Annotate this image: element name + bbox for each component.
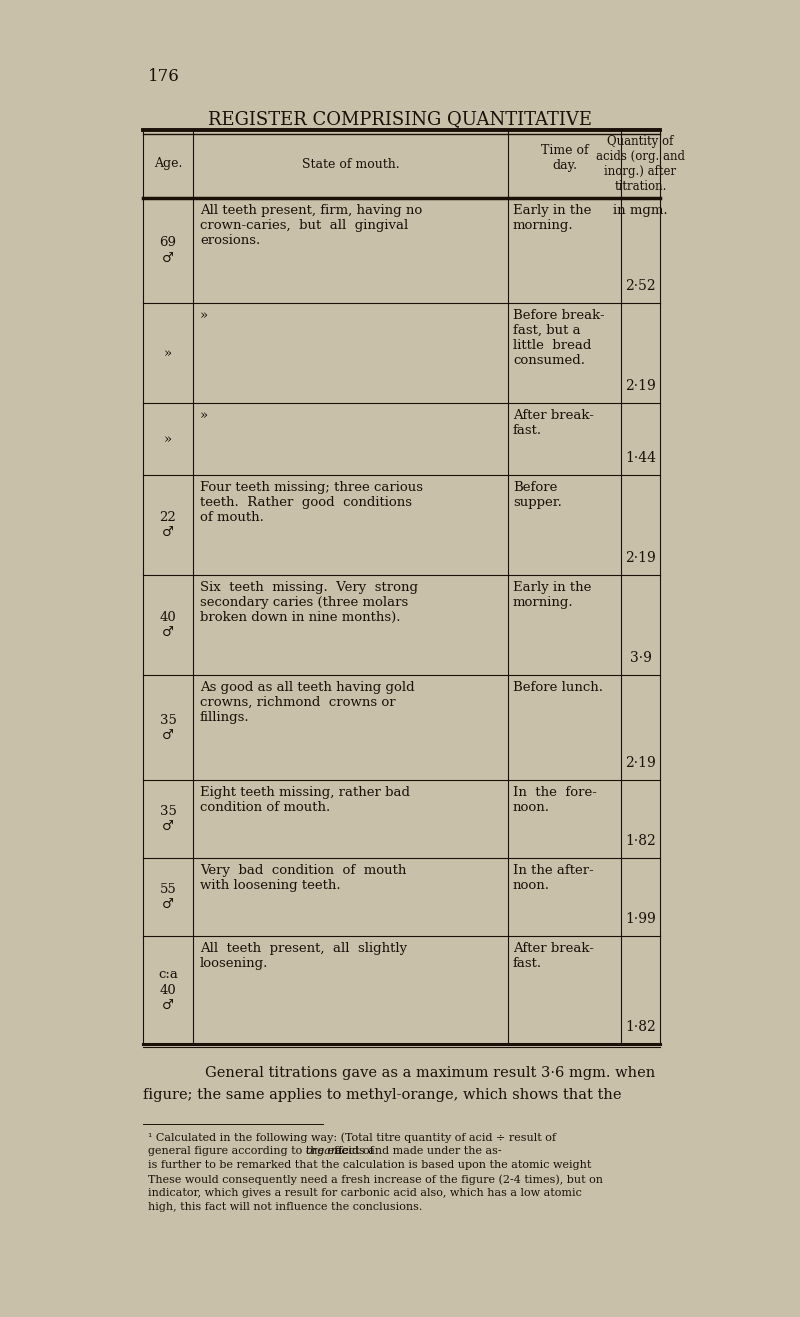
Text: All teeth present, firm, having no
crown-caries,  but  all  gingival
erosions.: All teeth present, firm, having no crown… bbox=[200, 204, 422, 248]
Text: After break-
fast.: After break- fast. bbox=[513, 942, 594, 971]
Text: 3·9: 3·9 bbox=[630, 651, 651, 665]
Text: State of mouth.: State of mouth. bbox=[302, 158, 399, 170]
Text: 40
♂: 40 ♂ bbox=[160, 611, 176, 639]
Text: 1·82: 1·82 bbox=[625, 834, 656, 848]
Text: In  the  fore-
noon.: In the fore- noon. bbox=[513, 786, 597, 814]
Text: 55
♂: 55 ♂ bbox=[160, 882, 176, 911]
Text: 69
♂: 69 ♂ bbox=[159, 237, 177, 265]
Text: in mgm.: in mgm. bbox=[613, 204, 668, 217]
Text: organic: organic bbox=[306, 1146, 349, 1156]
Text: 1·82: 1·82 bbox=[625, 1019, 656, 1034]
Text: Before
supper.: Before supper. bbox=[513, 481, 562, 508]
Text: 2·52: 2·52 bbox=[625, 279, 656, 292]
Text: 1·44: 1·44 bbox=[625, 450, 656, 465]
Text: 35
♂: 35 ♂ bbox=[159, 714, 177, 741]
Text: As good as all teeth having gold
crowns, richmond  crowns or
fillings.: As good as all teeth having gold crowns,… bbox=[200, 681, 414, 724]
Text: 1·99: 1·99 bbox=[625, 911, 656, 926]
Text: Eight teeth missing, rather bad
condition of mouth.: Eight teeth missing, rather bad conditio… bbox=[200, 786, 410, 814]
Text: All  teeth  present,  all  slightly
loosening.: All teeth present, all slightly loosenin… bbox=[200, 942, 407, 971]
Text: Four teeth missing; three carious
teeth.  Rather  good  conditions
of mouth.: Four teeth missing; three carious teeth.… bbox=[200, 481, 423, 524]
Text: ¹ Calculated in the following way: (Total titre quantity of acid ÷ result of: ¹ Calculated in the following way: (Tota… bbox=[148, 1133, 556, 1143]
Text: 2·19: 2·19 bbox=[625, 756, 656, 770]
Text: 2·19: 2·19 bbox=[625, 551, 656, 565]
Text: Age.: Age. bbox=[154, 158, 182, 170]
Text: c:a
40
♂: c:a 40 ♂ bbox=[158, 968, 178, 1011]
Text: 22
♂: 22 ♂ bbox=[160, 511, 176, 539]
Text: 2·19: 2·19 bbox=[625, 379, 656, 392]
Text: Before break-
fast, but a
little  bread
consumed.: Before break- fast, but a little bread c… bbox=[513, 309, 605, 367]
Text: Six  teeth  missing.  Very  strong
secondary caries (three molars
broken down in: Six teeth missing. Very strong secondary… bbox=[200, 581, 418, 624]
Text: Before lunch.: Before lunch. bbox=[513, 681, 603, 694]
Text: REGISTER COMPRISING QUANTITATIVE: REGISTER COMPRISING QUANTITATIVE bbox=[208, 111, 592, 128]
Text: general figure according to the effect of: general figure according to the effect o… bbox=[148, 1146, 378, 1156]
Text: After break-
fast.: After break- fast. bbox=[513, 410, 594, 437]
Text: 176: 176 bbox=[148, 68, 180, 86]
Text: Early in the
morning.: Early in the morning. bbox=[513, 581, 591, 608]
Text: »: » bbox=[164, 346, 172, 360]
Text: Time of
day.: Time of day. bbox=[541, 144, 588, 173]
Text: acids and made under the as-: acids and made under the as- bbox=[332, 1146, 502, 1156]
Text: Very  bad  condition  of  mouth
with loosening teeth.: Very bad condition of mouth with looseni… bbox=[200, 864, 406, 892]
Text: is further to be remarked that the calculation is based upon the atomic weight: is further to be remarked that the calcu… bbox=[148, 1160, 591, 1169]
Text: Early in the
morning.: Early in the morning. bbox=[513, 204, 591, 232]
Text: Quantity of
acids (org. and
inorg.) after
titration.: Quantity of acids (org. and inorg.) afte… bbox=[596, 136, 685, 194]
Text: General titrations gave as a maximum result 3·6 mgm. when: General titrations gave as a maximum res… bbox=[205, 1065, 655, 1080]
Text: high, this fact will not influence the conclusions.: high, this fact will not influence the c… bbox=[148, 1202, 422, 1212]
Text: »: » bbox=[164, 432, 172, 445]
Text: »: » bbox=[200, 309, 208, 321]
Text: figure; the same applies to methyl-orange, which shows that the: figure; the same applies to methyl-orang… bbox=[143, 1088, 622, 1102]
Text: indicator, which gives a result for carbonic acid also, which has a low atomic: indicator, which gives a result for carb… bbox=[148, 1188, 582, 1198]
Text: »: » bbox=[200, 410, 208, 421]
Text: These would consequently need a fresh increase of the figure (2-4 times), but on: These would consequently need a fresh in… bbox=[148, 1173, 603, 1184]
Text: In the after-
noon.: In the after- noon. bbox=[513, 864, 594, 892]
Text: 35
♂: 35 ♂ bbox=[159, 805, 177, 832]
